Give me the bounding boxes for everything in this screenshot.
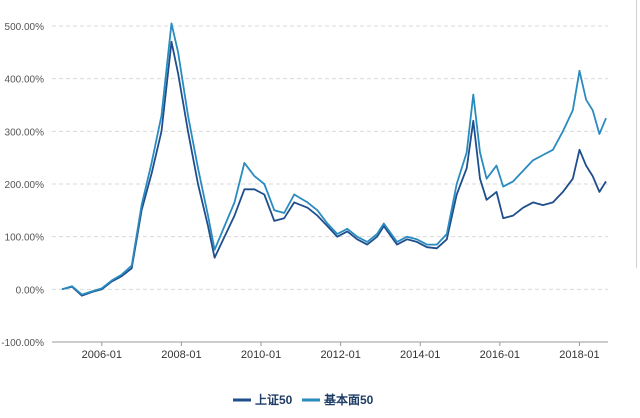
x-tick-label: 2008-01 xyxy=(161,349,201,361)
legend: 上证50 基本面50 xyxy=(233,392,374,407)
x-tick-label: 2010-01 xyxy=(241,349,281,361)
x-tick-label: 2014-01 xyxy=(400,349,440,361)
x-tick-label: 2006-01 xyxy=(82,349,122,361)
y-tick-label: 0.00% xyxy=(16,285,44,296)
y-tick-label: -100.00% xyxy=(1,338,44,349)
x-tick-label: 2012-01 xyxy=(320,349,360,361)
gridlines xyxy=(52,25,608,290)
series-line-2 xyxy=(61,22,607,296)
x-tick-label: 2018-01 xyxy=(559,349,599,361)
x-tick-label: 2016-01 xyxy=(480,349,520,361)
y-tick-label: 300.00% xyxy=(5,127,45,138)
x-axis: 2006-01 2008-01 2010-01 2012-01 2014-01 2016-… xyxy=(52,341,608,361)
legend-label-2: 基本面50 xyxy=(323,392,374,407)
y-tick-label: 400.00% xyxy=(5,75,45,86)
y-axis-ticks: 500.00% 400.00% 300.00% 200.00% 100.00% 0.00%… xyxy=(1,22,44,349)
legend-label-1: 上证50 xyxy=(255,392,293,407)
y-tick-label: 500.00% xyxy=(5,22,45,33)
series-lines xyxy=(61,22,607,297)
panel-edge-divider xyxy=(636,0,637,268)
y-tick-label: 200.00% xyxy=(5,180,45,191)
series-line-1 xyxy=(61,40,607,297)
y-tick-label: 100.00% xyxy=(5,233,45,244)
